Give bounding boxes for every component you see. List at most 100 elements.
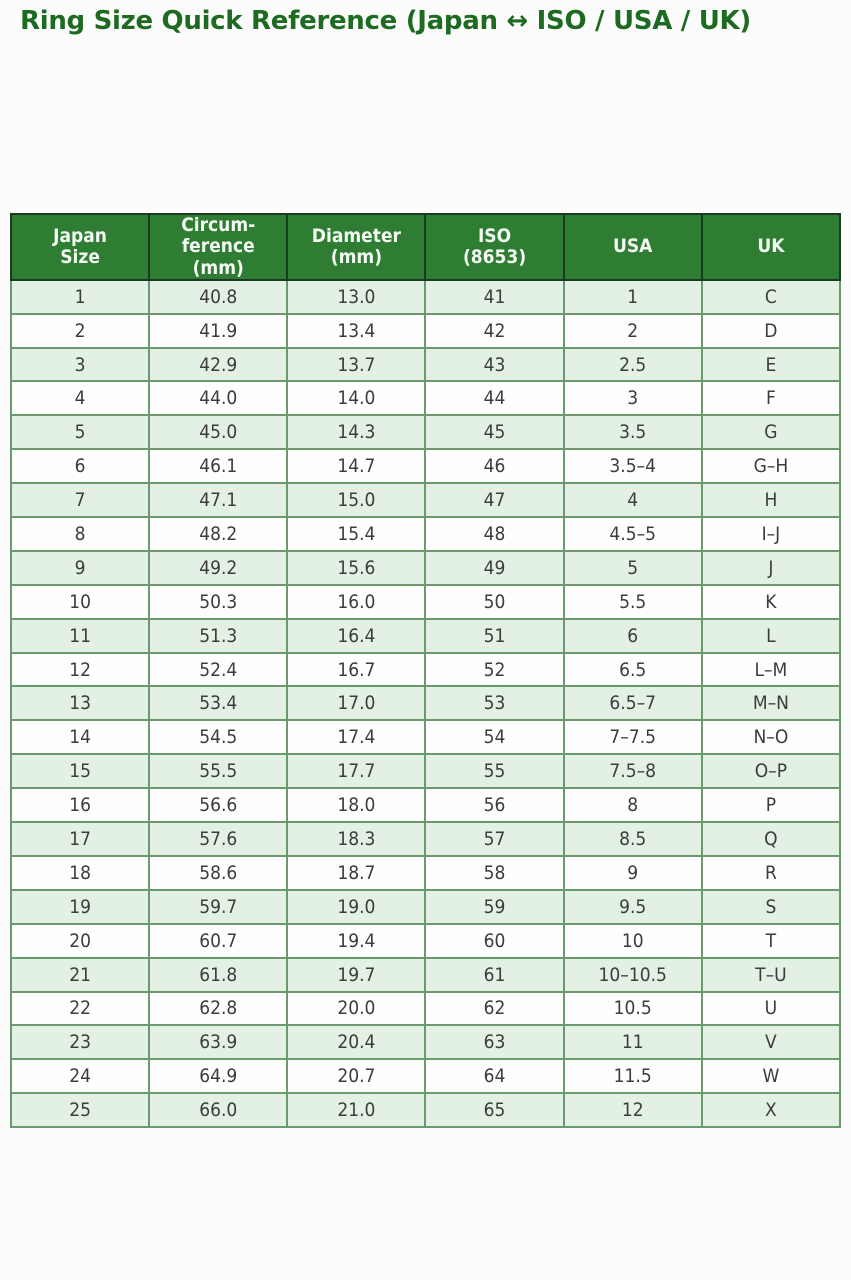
table-cell: 64 <box>424 1058 565 1095</box>
column-header: Japan Size <box>9 213 151 281</box>
table-cell: 6 <box>562 617 703 654</box>
table-cell: J <box>700 549 842 586</box>
table-row: 16 56.6 18.0 56 8 P <box>9 787 842 824</box>
table-cell: R <box>700 854 842 891</box>
table-cell: 8.5 <box>562 821 703 857</box>
table-cell: K <box>700 583 842 620</box>
table-cell: 2.5 <box>562 346 703 383</box>
table-cell: 16.7 <box>286 651 427 688</box>
table-row: 23 63.9 20.4 63 11 V <box>9 1024 842 1061</box>
table-cell: 11 <box>562 1024 703 1061</box>
table-cell: 63 <box>424 1024 565 1061</box>
table-cell: 51 <box>424 617 565 654</box>
table-cell: 16.4 <box>286 617 427 654</box>
table-cell: 21 <box>9 956 151 993</box>
table-cell: 7.5–8 <box>562 753 703 790</box>
table-cell: 5.5 <box>562 583 703 620</box>
table-cell: 15.0 <box>286 482 427 519</box>
table-cell: 7–7.5 <box>562 719 703 756</box>
table-cell: 3 <box>9 346 151 383</box>
table-cell: 60 <box>424 922 565 959</box>
table-cell: 2 <box>9 312 151 349</box>
table-cell: P <box>700 787 842 824</box>
table-cell: 17 <box>9 821 151 857</box>
table-row: 6 46.1 14.7 46 3.5–4 G–H <box>9 448 842 485</box>
table-cell: 63.9 <box>148 1024 289 1061</box>
table-cell: 3.5 <box>562 414 703 451</box>
table-cell: L–M <box>700 651 842 688</box>
table-cell: D <box>700 312 842 349</box>
column-header: Diameter (mm) <box>286 213 427 281</box>
table-cell: 59 <box>424 888 565 925</box>
table-cell: I–J <box>700 516 842 552</box>
table-cell: 46.1 <box>148 448 289 485</box>
table-cell: C <box>700 278 842 315</box>
column-header: UK <box>700 213 842 281</box>
table-cell: 59.7 <box>148 888 289 925</box>
table-cell: 64.9 <box>148 1058 289 1095</box>
table-row: 20 60.7 19.4 60 10 T <box>9 922 842 959</box>
table-cell: 54 <box>424 719 565 756</box>
table-cell: 14.7 <box>286 448 427 485</box>
table-cell: 61.8 <box>148 956 289 993</box>
table-cell: 45 <box>424 414 565 451</box>
table-cell: 66.0 <box>148 1092 289 1129</box>
table-row: 22 62.8 20.0 62 10.5 U <box>9 990 842 1027</box>
table-cell: 5 <box>9 414 151 451</box>
table-cell: 17.0 <box>286 685 427 722</box>
table-cell: 15 <box>9 753 151 790</box>
table-cell: 23 <box>9 1024 151 1061</box>
table-cell: 50 <box>424 583 565 620</box>
table-cell: 47.1 <box>148 482 289 519</box>
table-cell: 22 <box>9 990 151 1027</box>
table-cell: 7 <box>9 482 151 519</box>
table-cell: 20.0 <box>286 990 427 1027</box>
table-cell: 53.4 <box>148 685 289 722</box>
table-cell: 60.7 <box>148 922 289 959</box>
table-cell: 13.4 <box>286 312 427 349</box>
table-cell: 62 <box>424 990 565 1027</box>
table-cell: X <box>700 1092 842 1129</box>
table-row: 9 49.2 15.6 49 5 J <box>9 549 842 586</box>
table-cell: 48.2 <box>148 516 289 552</box>
table-row: 13 53.4 17.0 53 6.5–7 M–N <box>9 685 842 722</box>
table-header: Japan Size Circum- ference (mm) Diameter (… <box>9 213 842 281</box>
table-cell: 18.7 <box>286 854 427 891</box>
table-cell: 65 <box>424 1092 565 1129</box>
table-cell: 15.6 <box>286 549 427 586</box>
table-cell: 8 <box>562 787 703 824</box>
table-cell: 20 <box>9 922 151 959</box>
table-cell: 12 <box>562 1092 703 1129</box>
table-row: 1 40.8 13.0 41 1 C <box>9 278 842 315</box>
table-cell: G–H <box>700 448 842 485</box>
table-cell: 4 <box>9 380 151 417</box>
table-cell: 5 <box>562 549 703 586</box>
table-row: 10 50.3 16.0 50 5.5 K <box>9 583 842 620</box>
table-row: 15 55.5 17.7 55 7.5–8 O–P <box>9 753 842 790</box>
table-cell: L <box>700 617 842 654</box>
table-cell: 62.8 <box>148 990 289 1027</box>
table-cell: 57.6 <box>148 821 289 857</box>
table-cell: 10 <box>562 922 703 959</box>
page-title: Ring Size Quick Reference (Japan ↔ ISO /… <box>20 6 751 36</box>
table-cell: 19.0 <box>286 888 427 925</box>
table-cell: 45.0 <box>148 414 289 451</box>
table-cell: 18.3 <box>286 821 427 857</box>
table-cell: 10–10.5 <box>562 956 703 993</box>
table-header-row: Japan Size Circum- ference (mm) Diameter (… <box>9 213 842 281</box>
table-cell: 56.6 <box>148 787 289 824</box>
table-cell: E <box>700 346 842 383</box>
table-cell: 17.4 <box>286 719 427 756</box>
table-cell: 2 <box>562 312 703 349</box>
table-cell: 51.3 <box>148 617 289 654</box>
table-cell: 1 <box>9 278 151 315</box>
table-cell: 54.5 <box>148 719 289 756</box>
table-cell: 41 <box>424 278 565 315</box>
table-cell: 18.0 <box>286 787 427 824</box>
table-cell: 25 <box>9 1092 151 1129</box>
table-cell: V <box>700 1024 842 1061</box>
table-cell: O–P <box>700 753 842 790</box>
table-cell: 19.4 <box>286 922 427 959</box>
table-cell: 42.9 <box>148 346 289 383</box>
